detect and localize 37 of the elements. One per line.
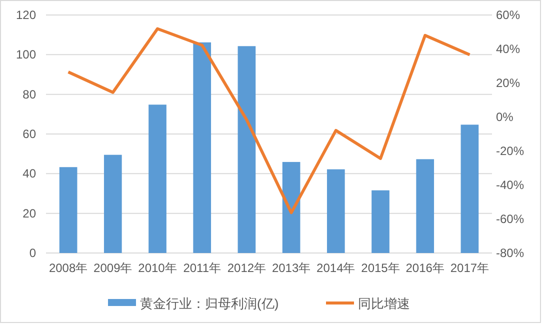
bar xyxy=(148,104,166,253)
x-tick-label: 2015年 xyxy=(361,261,400,275)
y2-tick-label: 0% xyxy=(496,110,514,124)
bar xyxy=(238,46,256,253)
y-tick-label: 40 xyxy=(22,166,36,181)
x-tick-label: 2017年 xyxy=(450,261,490,275)
x-tick-label: 2011年 xyxy=(183,261,222,275)
x-tick-label: 2013年 xyxy=(272,261,311,275)
x-tick-label: 2010年 xyxy=(138,261,177,275)
bar xyxy=(326,169,345,253)
y2-tick-label: -80% xyxy=(496,246,524,260)
y2-tick-label: -40% xyxy=(496,178,524,192)
y-tick-label: 0 xyxy=(29,246,36,260)
legend-label: 同比增速 xyxy=(358,296,410,311)
x-tick-label: 2009年 xyxy=(94,261,132,275)
x-tick-label: 2012年 xyxy=(227,261,266,275)
y-tick-label: 120 xyxy=(16,8,36,22)
y2-tick-label: 60% xyxy=(496,8,520,22)
bar xyxy=(104,154,122,253)
bar xyxy=(193,42,212,253)
bar xyxy=(282,162,300,253)
bar xyxy=(372,190,390,253)
legend-label: 黄金行业：归母利润(亿) xyxy=(140,296,279,311)
x-tick-label: 2014年 xyxy=(316,261,356,275)
x-tick-label: 2008年 xyxy=(48,261,88,275)
y2-tick-label: -20% xyxy=(496,144,524,158)
y2-tick-label: 40% xyxy=(496,42,520,56)
bar xyxy=(416,159,434,253)
y-tick-label: 20 xyxy=(22,206,36,220)
y2-tick-label: 20% xyxy=(496,76,520,90)
bar xyxy=(460,124,479,253)
y-tick-label: 100 xyxy=(16,48,36,62)
y2-tick-label: -60% xyxy=(496,212,524,226)
x-tick-label: 2016年 xyxy=(406,261,444,275)
bar xyxy=(59,167,78,253)
y-tick-label: 80 xyxy=(22,87,36,102)
y-tick-label: 60 xyxy=(22,127,36,141)
